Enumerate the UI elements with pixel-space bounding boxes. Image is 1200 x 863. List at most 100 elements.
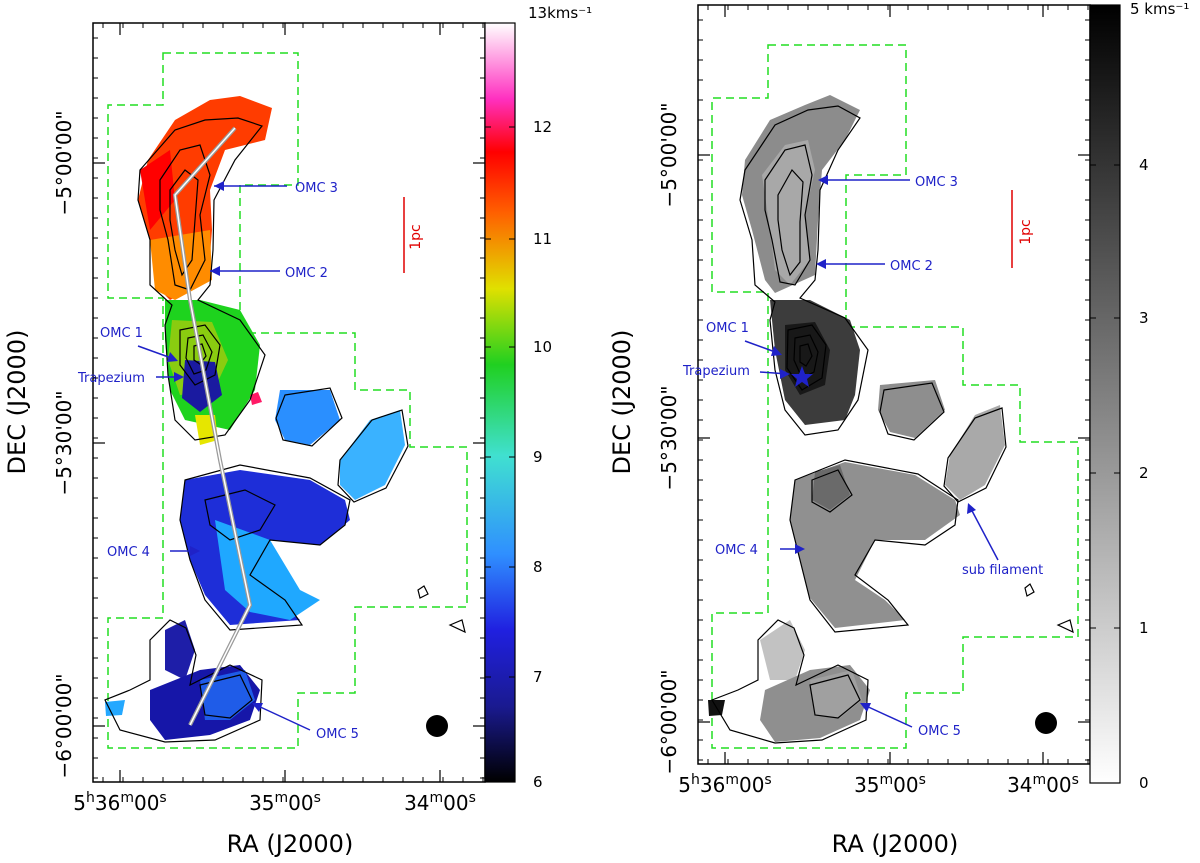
left-velocity-emission (105, 96, 405, 740)
right-survey-boundary (711, 44, 1079, 749)
contour-east-ridge (337, 409, 409, 503)
y-tick-label: −6°00'00" (52, 673, 76, 778)
emission-omc2-core (150, 230, 212, 300)
colorbar-unit-label: 5 kms⁻¹ (1130, 0, 1189, 18)
y-tick-label: −5°00'00" (657, 102, 681, 207)
x-tick-label: 35m00s (854, 772, 926, 797)
right-arrowhead-omc5 (860, 703, 871, 712)
emission-east-ridge (340, 410, 405, 500)
x-tick-label: 34m00s (1007, 772, 1079, 797)
colorbar-tick-label: 3 (1139, 309, 1149, 327)
label-trapezium: Trapezium (77, 371, 145, 386)
x-tick-label: 34m00s (404, 790, 476, 815)
right-arrowhead-omc4 (795, 544, 805, 554)
colorbar-tick-label: 1 (1139, 619, 1149, 637)
arrowhead-omc3 (214, 181, 224, 191)
colorbar-tick-label: 11 (533, 230, 552, 248)
emission-omc5-core (200, 670, 255, 720)
left-survey-boundary (107, 52, 468, 749)
right-label-omc2: OMC 2 (890, 259, 933, 274)
colorbar-tick-label: 2 (1139, 464, 1149, 482)
right-label-omc5: OMC 5 (918, 724, 961, 739)
right-arrow-sub-filament (969, 506, 999, 561)
inner-contour-omc2 (169, 169, 199, 277)
colorbar-tick-label: 7 (533, 668, 543, 686)
right-outer-contour-north (739, 105, 869, 436)
contour-omc1-2 (185, 334, 213, 375)
emission-trapezium (182, 360, 222, 412)
right-scale-bar-label: 1pc (1018, 219, 1034, 245)
emission-omc5-north (165, 620, 195, 680)
linewidth-map-panel: 1pc OMC 3 OMC 2 OMC 1 Trapezium OMC 4 su… (608, 0, 1189, 858)
arrowhead-trapezium (174, 372, 184, 382)
gray-east-ridge (945, 405, 1005, 500)
colorbar-tick-label: 9 (533, 448, 543, 466)
colorbar-tick-label: 0 (1139, 774, 1149, 792)
label-omc3: OMC 3 (295, 181, 338, 196)
left-y-axis-title: DEC (J2000) (3, 330, 31, 475)
x-tick-label: 5h36m00s (678, 772, 771, 797)
right-label-omc4: OMC 4 (715, 543, 758, 558)
right-arrowhead-omc1 (771, 346, 782, 356)
right-label-sub-filament: sub filament (962, 563, 1043, 578)
emission-omc5-west (105, 700, 125, 716)
outer-contour-north (137, 117, 266, 441)
contour-small-east-2 (448, 619, 466, 634)
gray-east-clump (878, 380, 945, 438)
right-inner-contour-omc3 (764, 144, 813, 286)
right-contours (711, 105, 1074, 744)
colorbar-unit-label: 13kms⁻¹ (528, 4, 592, 22)
linewidth-colorbar: 4 3 2 1 0 5 kms⁻¹ (1089, 0, 1189, 792)
arrowhead-omc4 (190, 546, 200, 556)
left-axes: 5h36m00s 35m00s 34m00s −5°00'00" −5°30'00" −6… (52, 23, 485, 815)
contour-east-clump (275, 387, 343, 447)
y-tick-label: −5°30'00" (52, 390, 76, 495)
right-arrowhead-sub-filament (967, 503, 976, 514)
linewidth-colorbar-gradient (1089, 4, 1121, 784)
emission-east-clump (275, 390, 340, 445)
right-label-omc1: OMC 1 (706, 321, 749, 336)
scale-bar-label: 1pc (408, 224, 424, 250)
right-label-omc3: OMC 3 (915, 175, 958, 190)
filament-spine-inner (174, 127, 251, 726)
right-contour-small-east-2 (1056, 619, 1074, 634)
label-omc5: OMC 5 (316, 727, 359, 742)
y-tick-label: −6°00'00" (657, 669, 681, 774)
velocity-map-panel: 1pc OMC 3 OMC 2 OMC 1 Trapezium OMC 4 OM… (3, 4, 592, 858)
inner-contour-omc4 (204, 489, 276, 541)
contour-small-east (417, 585, 429, 599)
right-contour-omc1-2 (793, 334, 819, 379)
arrowhead-omc5 (252, 703, 263, 712)
right-label-trapezium: Trapezium (682, 364, 750, 379)
contour-omc1-1 (179, 324, 221, 386)
right-arrowhead-omc3 (818, 175, 828, 185)
right-y-axis-title: DEC (J2000) (608, 330, 636, 475)
velocity-colorbar-gradient (484, 22, 516, 783)
colorbar-tick-label: 12 (533, 118, 552, 136)
left-contours (104, 117, 466, 743)
left-x-axis-title: RA (J2000) (227, 830, 354, 858)
right-contour-omc1-1 (786, 324, 827, 391)
arrowhead-omc1 (167, 352, 178, 362)
colorbar-tick-label: 8 (533, 558, 543, 576)
label-omc4: OMC 4 (107, 545, 150, 560)
gray-omc3-core (762, 140, 815, 285)
arrow-omc1 (137, 345, 175, 360)
right-inner-contour-omc5 (809, 674, 861, 719)
emission-omc4-south (215, 520, 320, 620)
right-arrowhead-omc2 (816, 259, 826, 269)
right-axes: 5h36m00s 35m00s 34m00s −5°00'00" −5°30'00" −6… (657, 5, 1090, 797)
colorbar-tick-label: 10 (533, 338, 552, 356)
right-contour-east-ridge (943, 407, 1007, 503)
right-contour-east-clump (879, 382, 945, 441)
label-omc1: OMC 1 (100, 326, 143, 341)
velocity-colorbar: 12 11 10 9 8 7 6 13kms⁻¹ (484, 4, 592, 791)
right-contour-small-east (1024, 583, 1035, 597)
outer-contour-omc4 (179, 464, 351, 631)
y-tick-label: −5°30'00" (657, 385, 681, 490)
arrow-omc5 (255, 704, 311, 731)
x-tick-label: 5h36m00s (73, 790, 166, 815)
right-annotations: OMC 3 OMC 2 OMC 1 Trapezium OMC 4 sub fi… (682, 175, 1043, 739)
right-contour-omc1-3 (799, 343, 813, 367)
